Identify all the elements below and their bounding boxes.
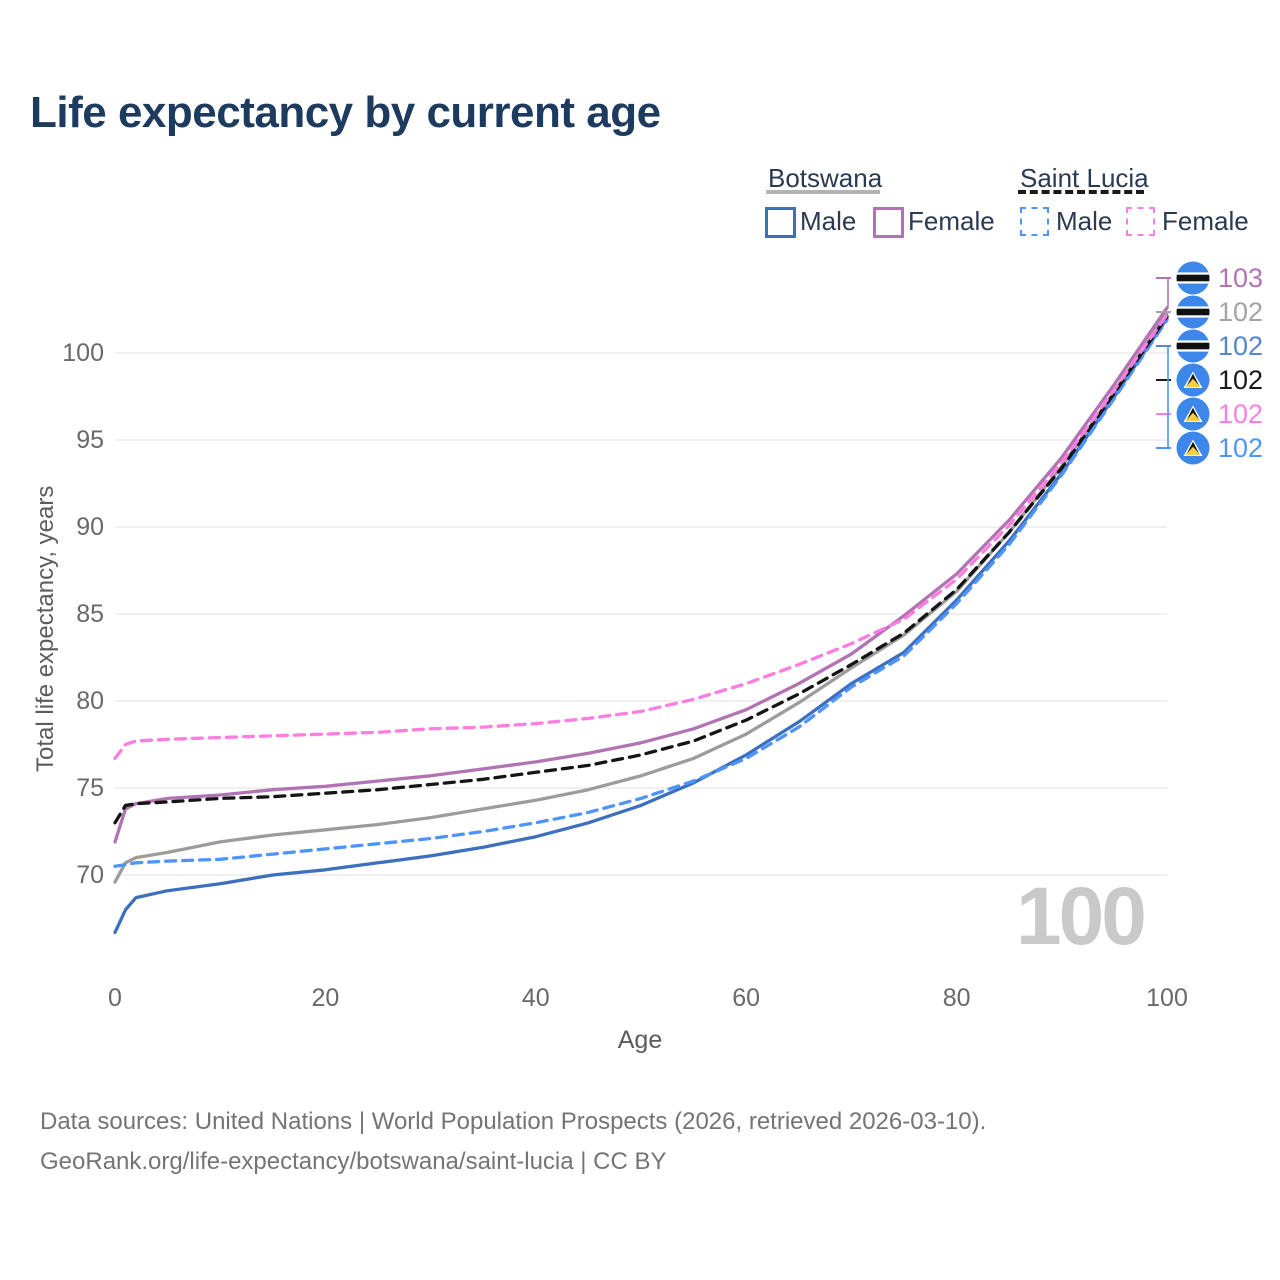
y-tick-label-95: 95 (76, 426, 104, 454)
legend-swatch-botswana-female[interactable] (873, 207, 904, 238)
end-label-value: 102 (1218, 432, 1264, 463)
y-axis-title: Total life expectancy, years (32, 485, 59, 772)
legend-swatch-botswana-male[interactable] (765, 207, 796, 238)
y-tick-label-100: 100 (62, 339, 104, 367)
series-line-botswana-male (113, 316, 1169, 935)
legend-label-botswana-female[interactable]: Female (908, 206, 995, 236)
series-line-saint-lucia-both-sexes (113, 314, 1169, 825)
x-tick-label-100: 100 (1146, 984, 1188, 1012)
legend-swatch-saint-lucia-male[interactable] (1020, 207, 1049, 236)
end-label-row-2: 102 (1176, 329, 1263, 363)
x-tick-label-40: 40 (521, 984, 550, 1012)
end-label-row-0: 103 (1176, 261, 1263, 295)
y-tick-label-80: 80 (76, 687, 104, 715)
page-title: Life expectancy by current age (30, 88, 661, 137)
y-tick-label-70: 70 (76, 861, 104, 889)
legend-saint-lucia-dashed-line-sample (1018, 190, 1144, 194)
saint-lucia-flag-icon (1176, 431, 1210, 465)
legend-group-botswana-header: Botswana (768, 163, 883, 193)
legend-swatch-saint-lucia-female[interactable] (1126, 207, 1155, 236)
end-label-value: 103 (1218, 262, 1264, 293)
end-label-value: 102 (1218, 296, 1264, 327)
legend-label-saint-lucia-male[interactable]: Male (1056, 206, 1113, 236)
y-tick-label-90: 90 (76, 513, 104, 541)
saint-lucia-flag-icon (1176, 363, 1210, 397)
x-tick-label-20: 20 (311, 984, 340, 1012)
end-label-value: 102 (1218, 398, 1264, 429)
series-line-saint-lucia-male (113, 318, 1169, 868)
series-line-saint-lucia-female (113, 313, 1169, 761)
series-line-botswana-both-sexes (113, 311, 1169, 884)
data-sources-note: Data sources: United Nations | World Pop… (40, 1108, 987, 1135)
x-tick-label-80: 80 (942, 984, 971, 1012)
botswana-flag-icon (1176, 329, 1210, 363)
legend-label-saint-lucia-female[interactable]: Female (1162, 206, 1249, 236)
y-tick-label-85: 85 (76, 600, 104, 628)
legend-label-botswana-male[interactable]: Male (800, 206, 857, 236)
botswana-flag-icon (1176, 295, 1210, 329)
legend-botswana-solid-line-sample (766, 190, 880, 194)
series-line-botswana-female (113, 306, 1169, 844)
attribution-url: GeoRank.org/life-expectancy/botswana/sai… (40, 1148, 667, 1175)
x-tick-label-60: 60 (732, 984, 761, 1012)
legend-group-saint-lucia-header: Saint Lucia (1020, 163, 1149, 193)
saint-lucia-flag-icon (1176, 397, 1210, 431)
end-label-row-1: 102 (1176, 295, 1263, 329)
y-tick-label-75: 75 (76, 774, 104, 802)
end-label-value: 102 (1218, 364, 1264, 395)
end-label-value: 102 (1218, 330, 1264, 361)
x-axis-title: Age (617, 1026, 663, 1054)
end-label-row-3: 102 (1176, 363, 1263, 397)
botswana-flag-icon (1176, 261, 1210, 295)
end-label-row-4: 102 (1176, 397, 1263, 431)
end-label-row-5: 102 (1176, 431, 1263, 465)
age-counter-watermark: 100 (1016, 871, 1147, 962)
x-tick-label-0: 0 (108, 984, 122, 1012)
